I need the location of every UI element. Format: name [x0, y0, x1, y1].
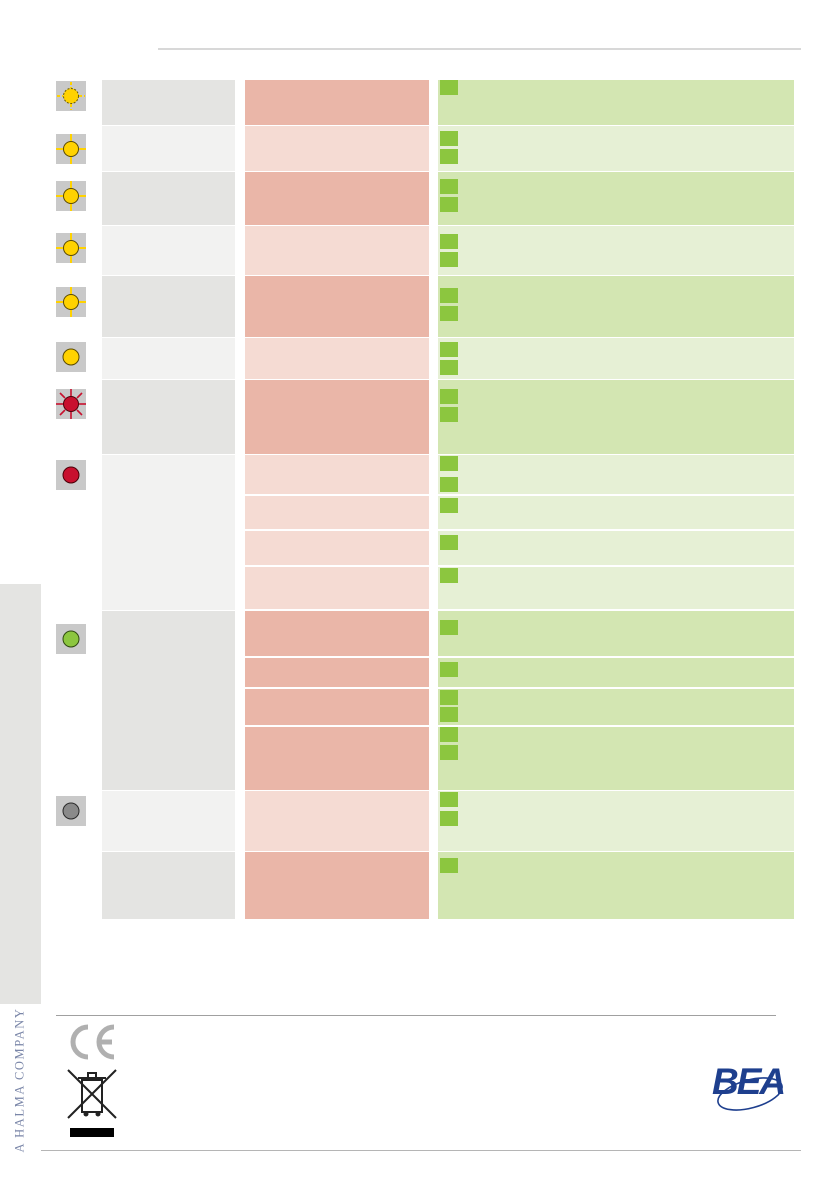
yellow-flashing-icon	[56, 134, 86, 164]
table-cell-cause	[245, 126, 429, 171]
bullet-square-icon	[440, 792, 458, 807]
table-cell-cause	[245, 791, 429, 851]
table-cell-solution	[438, 611, 794, 656]
bullet-square-icon	[440, 360, 458, 375]
bullet-square-icon	[440, 197, 458, 212]
weee-bin-icon	[66, 1068, 118, 1140]
table-cell-cause	[245, 455, 429, 494]
footer-rule	[56, 1015, 776, 1016]
table-cell-solution	[438, 496, 794, 529]
grey-steady-icon	[56, 796, 86, 826]
bullet-square-icon	[440, 456, 458, 471]
table-cell-status	[102, 226, 235, 275]
table-cell-status	[102, 172, 235, 225]
table-cell-cause	[245, 276, 429, 337]
bullet-square-icon	[440, 498, 458, 513]
bullet-square-icon	[440, 568, 458, 583]
table-cell-solution	[438, 455, 794, 494]
yellow-flashing-icon	[56, 181, 86, 211]
bullet-square-icon	[440, 727, 458, 742]
bullet-square-icon	[440, 662, 458, 677]
table-cell-solution	[438, 126, 794, 171]
table-cell-solution	[438, 172, 794, 225]
table-cell-cause	[245, 338, 429, 379]
bea-logo: BEA	[708, 1058, 800, 1113]
bottom-rule	[41, 1150, 801, 1151]
yellow-steady-icon	[56, 342, 86, 372]
svg-text:BEA: BEA	[712, 1061, 784, 1102]
table-cell-solution	[438, 791, 794, 851]
bullet-square-icon	[440, 179, 458, 194]
bullet-square-icon	[440, 745, 458, 760]
bullet-square-icon	[440, 858, 458, 873]
table-cell-status	[102, 611, 235, 790]
green-steady-icon	[56, 624, 86, 654]
bullet-square-icon	[440, 131, 458, 146]
yellow-flashing-icon	[56, 81, 86, 111]
table-cell-status	[102, 380, 235, 454]
table-cell-solution	[438, 689, 794, 725]
red-flashing-icon	[56, 389, 86, 419]
table-cell-cause	[245, 226, 429, 275]
table-cell-cause	[245, 611, 429, 656]
side-tab	[0, 584, 41, 1004]
bullet-square-icon	[440, 80, 458, 95]
company-tagline: A HALMA COMPANY	[12, 1007, 27, 1153]
bullet-square-icon	[440, 389, 458, 404]
bullet-square-icon	[440, 306, 458, 321]
yellow-flashing-icon	[56, 287, 86, 317]
table-cell-solution	[438, 380, 794, 454]
bullet-square-icon	[440, 620, 458, 635]
red-steady-icon	[56, 460, 86, 490]
table-cell-cause	[245, 172, 429, 225]
table-cell-status	[102, 80, 235, 125]
table-cell-solution	[438, 531, 794, 565]
table-cell-cause	[245, 567, 429, 609]
table-cell-status	[102, 276, 235, 337]
ce-mark-icon	[66, 1023, 118, 1061]
table-cell-cause	[245, 727, 429, 790]
table-cell-status	[102, 126, 235, 171]
table-cell-solution	[438, 80, 794, 125]
bullet-square-icon	[440, 288, 458, 303]
bullet-square-icon	[440, 342, 458, 357]
table-cell-cause	[245, 80, 429, 125]
table-cell-cause	[245, 658, 429, 687]
bullet-square-icon	[440, 535, 458, 550]
header-rule	[158, 48, 801, 50]
table-cell-solution	[438, 727, 794, 790]
bullet-square-icon	[440, 690, 458, 705]
table-cell-cause	[245, 531, 429, 565]
table-cell-solution	[438, 226, 794, 275]
table-cell-solution	[438, 852, 794, 919]
table-cell-status	[102, 338, 235, 379]
bullet-square-icon	[440, 811, 458, 826]
table-cell-status	[102, 455, 235, 610]
table-cell-solution	[438, 567, 794, 609]
bullet-square-icon	[440, 234, 458, 249]
table-cell-status	[102, 791, 235, 851]
yellow-flashing-icon	[56, 233, 86, 263]
table-cell-cause	[245, 852, 429, 919]
table-cell-solution	[438, 338, 794, 379]
table-cell-cause	[245, 380, 429, 454]
bullet-square-icon	[440, 707, 458, 722]
bullet-square-icon	[440, 477, 458, 492]
table-cell-cause	[245, 496, 429, 529]
table-cell-solution	[438, 276, 794, 337]
table-cell-solution	[438, 658, 794, 687]
bullet-square-icon	[440, 407, 458, 422]
bullet-square-icon	[440, 149, 458, 164]
table-cell-cause	[245, 689, 429, 725]
bullet-square-icon	[440, 252, 458, 267]
table-cell-status	[102, 852, 235, 919]
